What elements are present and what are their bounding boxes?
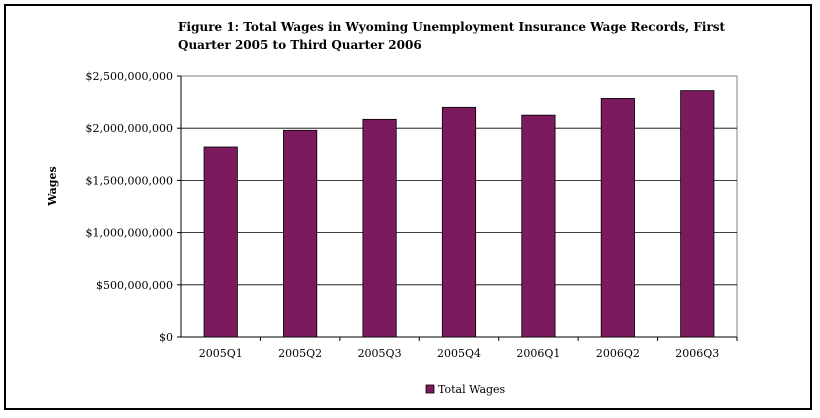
chart-title: Figure 1: Total Wages in Wyoming Unemplo… — [178, 20, 726, 52]
bar — [283, 129, 318, 338]
legend-swatch — [425, 384, 435, 394]
y-tick-label: $1,500,000,000 — [86, 174, 173, 187]
x-tick-label: 2005Q3 — [358, 347, 402, 360]
bar — [600, 98, 635, 338]
bar — [203, 146, 238, 338]
bar — [362, 118, 397, 338]
x-tick-label: 2006Q1 — [516, 347, 560, 360]
y-tick-label: $1,000,000,000 — [86, 227, 173, 240]
legend-label: Total Wages — [438, 383, 506, 396]
y-tick-label: $0 — [159, 331, 173, 344]
x-tick-label: 2006Q2 — [596, 347, 640, 360]
y-tick-label: $2,000,000,000 — [86, 122, 173, 135]
bar — [441, 106, 477, 338]
y-tick-label: $500,000,000 — [96, 279, 173, 292]
x-tick-label: 2006Q3 — [675, 347, 719, 360]
bar — [680, 90, 715, 338]
bar — [521, 114, 556, 338]
x-tick-label: 2005Q1 — [199, 347, 243, 360]
x-tick-label: 2005Q2 — [278, 347, 322, 360]
x-tick-label: 2005Q4 — [437, 347, 481, 360]
y-tick-label: $2,500,000,000 — [86, 70, 173, 83]
